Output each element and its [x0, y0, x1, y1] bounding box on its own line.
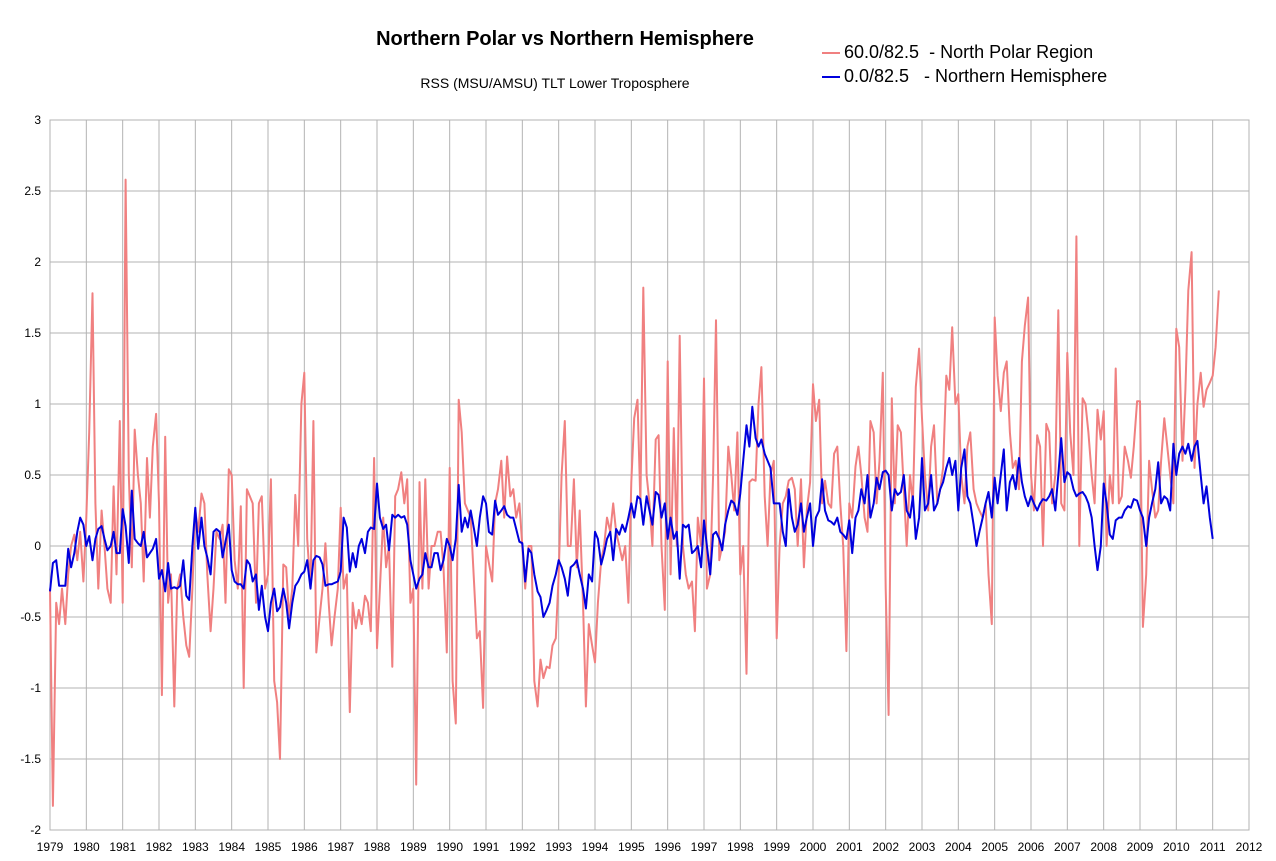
x-tick-label: 2004: [945, 840, 972, 854]
legend-label-polar: 60.0/82.5 - North Polar Region: [844, 41, 1094, 62]
y-tick-label: 0: [34, 539, 41, 553]
y-tick-label: 1.5: [24, 326, 41, 340]
y-tick-label: -0.5: [20, 610, 41, 624]
legend-label-hemisphere: 0.0/82.5 - Northern Hemisphere: [844, 65, 1108, 86]
y-tick-label: -1.5: [20, 752, 41, 766]
x-tick-label: 1985: [255, 840, 282, 854]
x-tick-label: 1993: [545, 840, 572, 854]
x-tick-label: 2009: [1127, 840, 1154, 854]
chart-subtitle: RSS (MSU/AMSU) TLT Lower Troposphere: [420, 75, 690, 91]
x-tick-label: 1992: [509, 840, 536, 854]
legend-item-polar: 60.0/82.5 - North Polar Region: [822, 40, 1107, 64]
y-tick-label: 2: [34, 255, 41, 269]
legend: 60.0/82.5 - North Polar Region 0.0/82.5 …: [822, 40, 1107, 88]
x-tick-label: 1983: [182, 840, 209, 854]
chart-title: Northern Polar vs Northern Hemisphere: [376, 28, 754, 50]
axes: 1979 1980 1981 1982 1983 1984 1985 1986 1987 1988…: [20, 113, 1262, 854]
x-tick-label: 1979: [37, 840, 64, 854]
x-tick-label: 1980: [73, 840, 100, 854]
x-tick-label: 2001: [836, 840, 863, 854]
y-tick-label: -2: [30, 823, 41, 837]
y-tick-label: 3: [34, 113, 41, 127]
x-tick-label: 2000: [800, 840, 827, 854]
x-tick-label: 2010: [1163, 840, 1190, 854]
x-tick-label: 1988: [364, 840, 391, 854]
x-tick-label: 1990: [436, 840, 463, 854]
y-tick-label: 2.5: [24, 184, 41, 198]
x-tick-label: 2012: [1236, 840, 1263, 854]
x-tick-label: 2003: [909, 840, 936, 854]
x-tick-label: 1994: [582, 840, 609, 854]
legend-item-hemisphere: 0.0/82.5 - Northern Hemisphere: [822, 64, 1107, 88]
plot-border: [49, 119, 1250, 831]
series-lines: [49, 178, 1220, 807]
x-tick-label: 1981: [109, 840, 136, 854]
x-tick-label: 1986: [291, 840, 318, 854]
x-tick-label: 1984: [218, 840, 245, 854]
x-tick-label: 1998: [727, 840, 754, 854]
x-tick-label: 2011: [1200, 840, 1226, 854]
legend-swatch-polar: [822, 52, 840, 54]
x-tick-label: 1999: [763, 840, 790, 854]
x-tick-label: 1997: [691, 840, 718, 854]
y-tick-label: 0.5: [24, 468, 41, 482]
series-line-hemisphere: [49, 405, 1214, 633]
x-tick-label: 1989: [400, 840, 427, 854]
x-tick-label: 2002: [872, 840, 899, 854]
x-tick-label: 2007: [1054, 840, 1081, 854]
x-tick-label: 2005: [981, 840, 1008, 854]
legend-swatch-hemisphere: [822, 76, 840, 78]
x-tick-label: 1995: [618, 840, 645, 854]
x-tick-label: 1996: [654, 840, 681, 854]
x-tick-label: 1987: [327, 840, 354, 854]
x-tick-label: 1991: [473, 840, 500, 854]
x-tick-label: 1982: [146, 840, 173, 854]
x-tick-label: 2006: [1018, 840, 1045, 854]
x-tick-label: 2008: [1090, 840, 1117, 854]
y-tick-label: -1: [30, 681, 41, 695]
y-tick-label: 1: [34, 397, 41, 411]
series-line-polar: [49, 178, 1220, 807]
